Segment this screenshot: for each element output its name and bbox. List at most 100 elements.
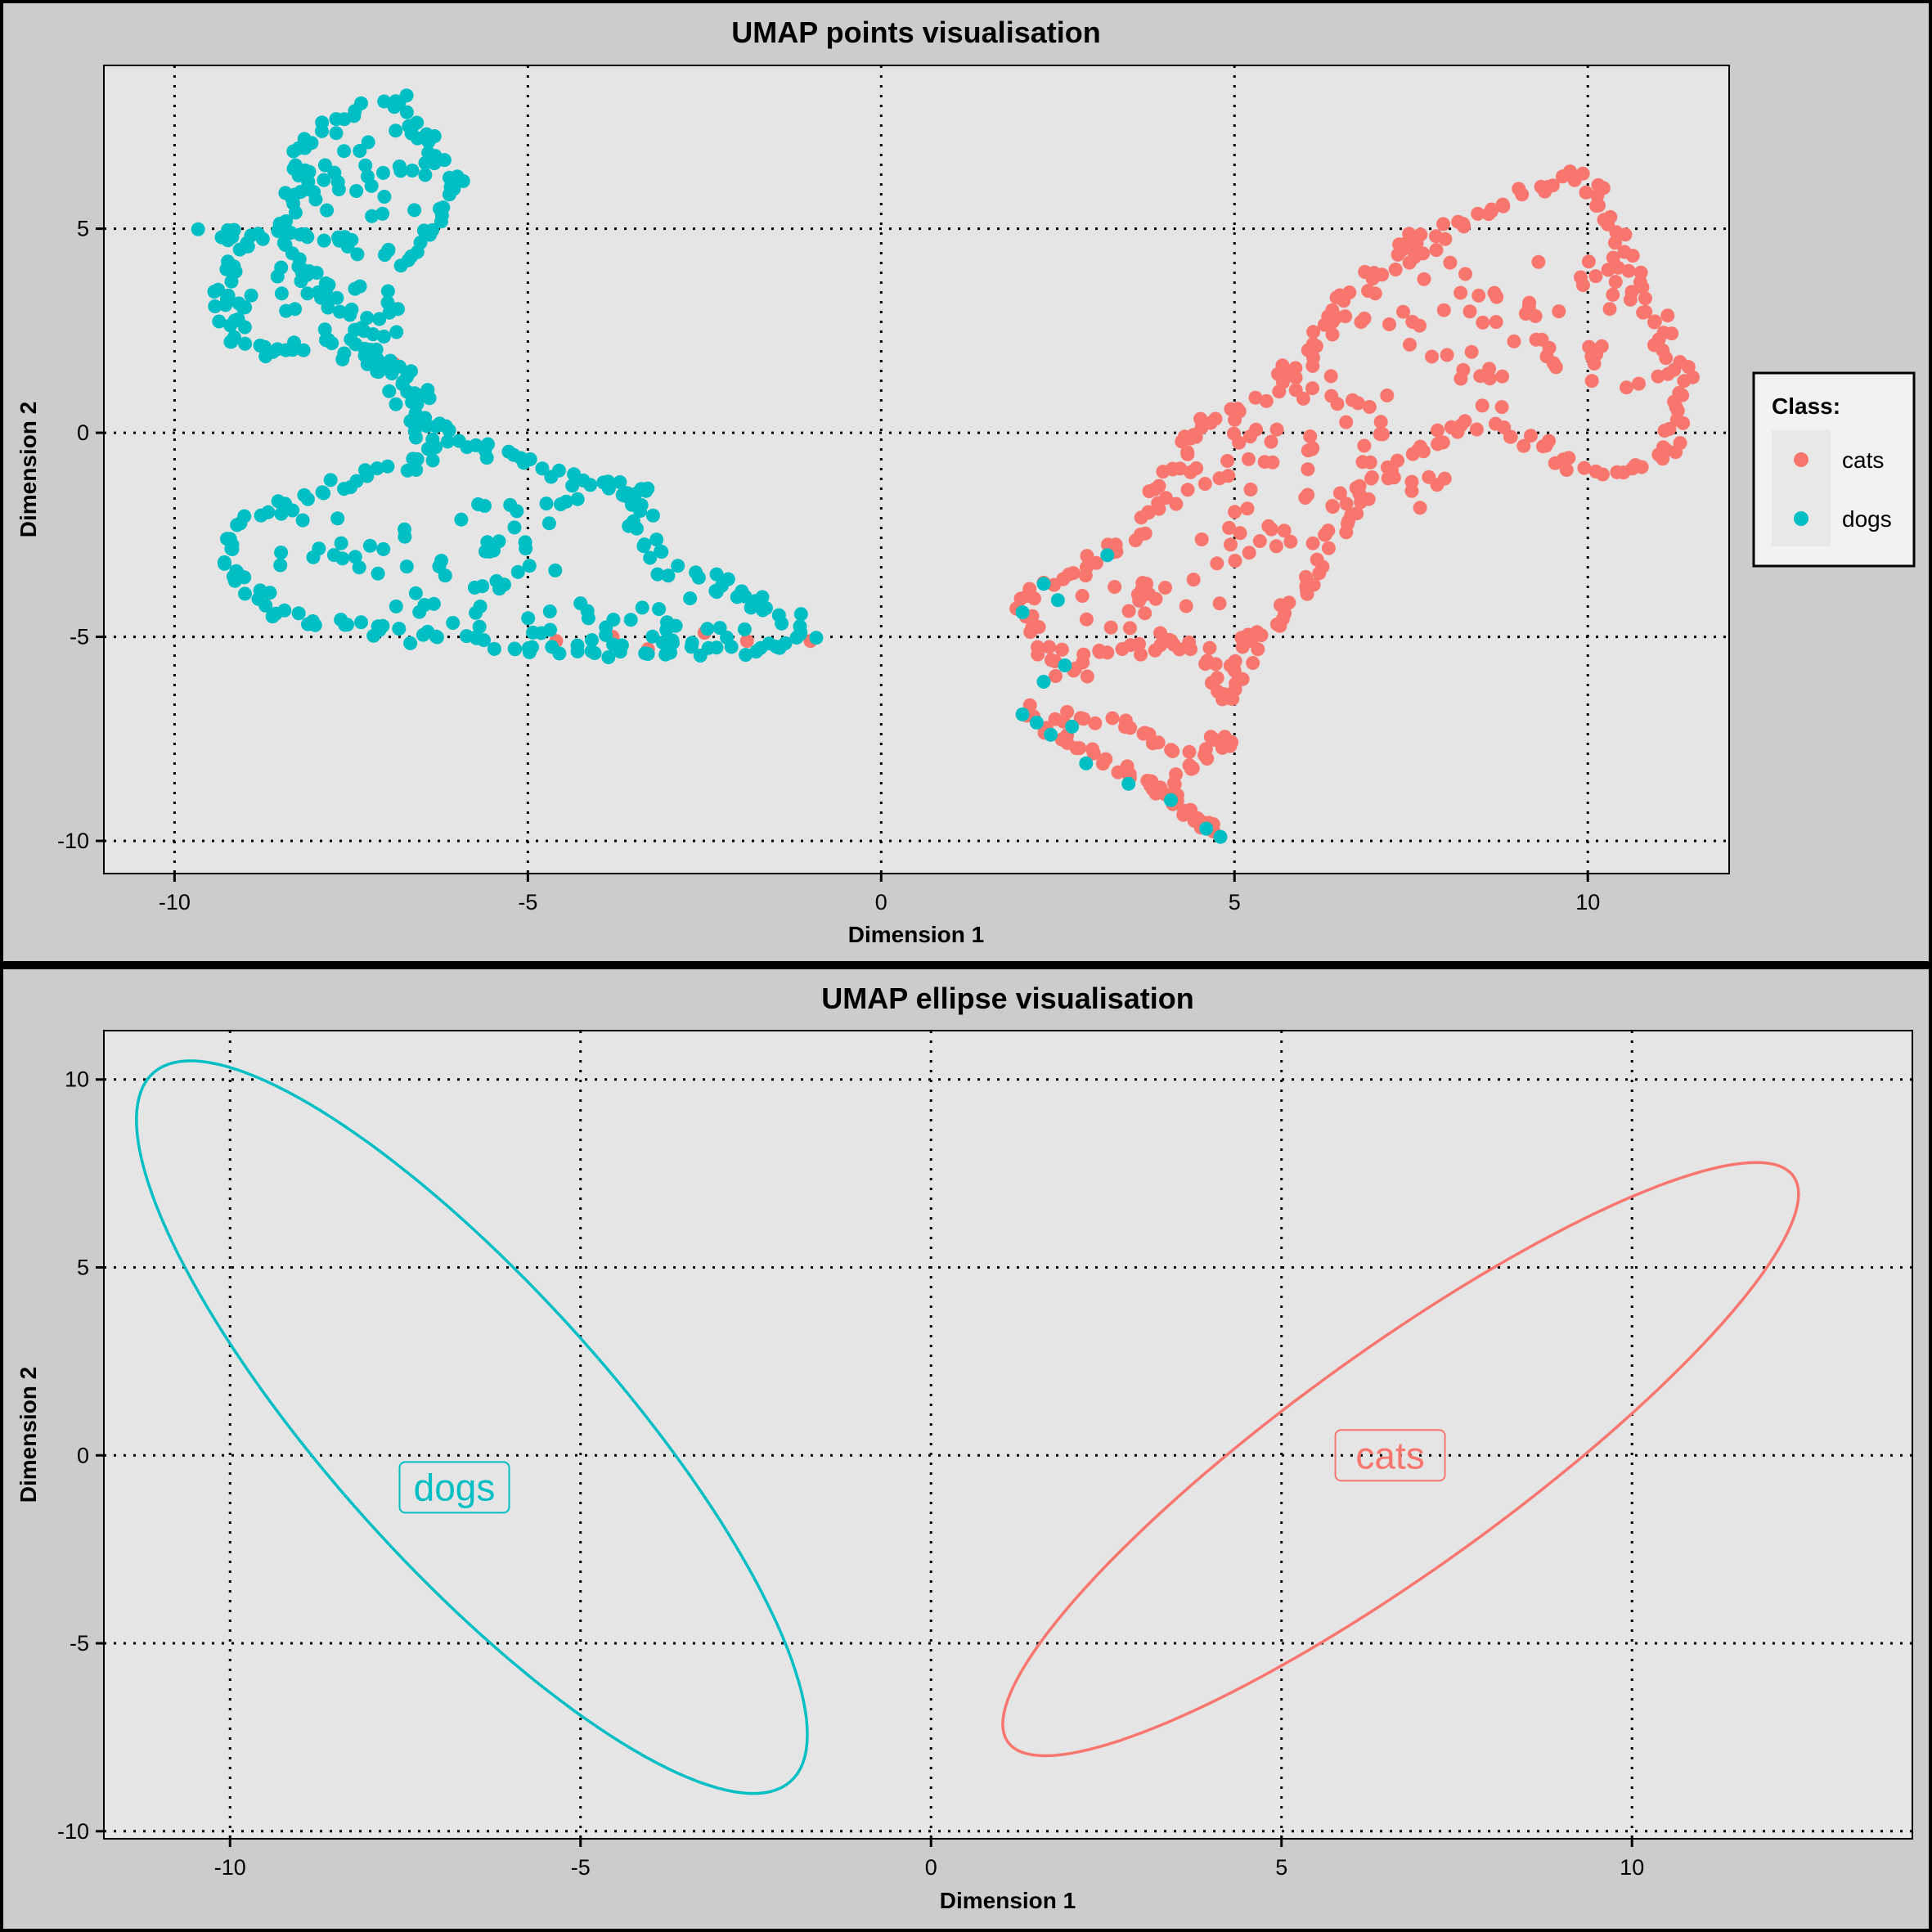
cats-point [1224, 537, 1238, 552]
dogs-point [1015, 605, 1030, 620]
dogs-point [544, 470, 559, 484]
cats-point [1507, 334, 1521, 348]
cats-point [1606, 287, 1620, 302]
cats-point [1138, 526, 1152, 541]
cats-point [1301, 443, 1315, 458]
cats-point [1203, 730, 1218, 744]
cats-ellipse [1001, 1161, 1800, 1758]
dogs-point [548, 563, 563, 577]
cats-point [1301, 462, 1315, 477]
dogs-point [661, 568, 676, 583]
dogs-point [737, 622, 752, 636]
dogs-point [317, 233, 331, 248]
cats-point [1148, 643, 1162, 658]
cats-point [1629, 458, 1642, 473]
cats-point [1179, 806, 1194, 820]
dogs-point [769, 640, 784, 654]
cats-point [1305, 536, 1320, 550]
cats-point [1283, 534, 1298, 549]
cats-point [1431, 437, 1445, 452]
cats-point [1362, 400, 1377, 414]
dogs-point [427, 129, 442, 143]
dogs-point [274, 260, 289, 275]
dogs-point [422, 391, 437, 406]
cats-point [1342, 285, 1357, 299]
cats-point [1252, 534, 1267, 548]
dogs-point [683, 591, 698, 605]
dogs-point [360, 169, 375, 184]
cats-point [1417, 272, 1431, 286]
dogs-point [278, 496, 293, 511]
cats-point [1301, 487, 1315, 502]
dogs-point [214, 230, 229, 245]
dogs-point [442, 187, 456, 202]
chart1-y-tick-label: -10 [57, 829, 89, 853]
dogs-point [809, 631, 824, 645]
cats-point [1208, 411, 1223, 426]
cats-point [1259, 393, 1274, 408]
dogs-point [735, 584, 749, 599]
cats-point [1592, 198, 1606, 213]
cats-point [1443, 255, 1458, 270]
cats-point [1269, 422, 1284, 437]
dogs-point [1065, 719, 1080, 734]
dogs-point [271, 223, 285, 238]
chart1-x-axis-label: Dimension 1 [848, 922, 984, 947]
cats-point [1475, 398, 1489, 413]
legend: Class: cats dogs [1752, 371, 1916, 568]
cats-point [1044, 653, 1058, 667]
cats-point [1273, 618, 1287, 633]
cats-point [1022, 582, 1037, 596]
cats-point [1545, 178, 1560, 193]
cats-point [1464, 344, 1479, 359]
cats-point [1230, 402, 1245, 416]
dogs-point [613, 475, 627, 489]
dogs-point [628, 487, 643, 501]
cats-point [1079, 612, 1094, 627]
dogs-point [599, 627, 613, 642]
dogs-point [330, 290, 344, 305]
cats-point [1393, 244, 1408, 258]
dogs-point [357, 348, 372, 363]
dogs-point [375, 206, 390, 221]
dogs-point [218, 298, 233, 312]
dogs-point [217, 555, 231, 569]
cats-point [1321, 309, 1336, 324]
cats-point [1309, 339, 1323, 353]
chart2-x-tick-label: 0 [925, 1855, 937, 1880]
cats-point [1405, 315, 1420, 329]
cats-point [1552, 304, 1566, 319]
dogs-point [671, 559, 685, 573]
dogs-point [472, 619, 487, 634]
dogs-point [349, 474, 364, 488]
dogs-point [542, 604, 557, 618]
cats-point [1469, 422, 1484, 437]
cats-point [1548, 360, 1563, 375]
cats-point [1212, 596, 1227, 611]
cats-point [1108, 580, 1122, 594]
cats-point [1177, 429, 1192, 444]
dogs-point [294, 274, 308, 289]
dogs-point [287, 335, 301, 350]
cats-point [1625, 249, 1640, 263]
cats-point [1235, 640, 1250, 654]
dogs-point [222, 532, 237, 546]
cats-point [1482, 362, 1497, 376]
dogs-point [370, 461, 384, 476]
cats-point [1233, 526, 1247, 541]
dogs-point [625, 497, 639, 512]
dogs-point [306, 550, 321, 564]
dogs-point [323, 473, 338, 487]
dogs-point [759, 601, 773, 615]
dogs-point [412, 604, 427, 619]
cats-point [1436, 303, 1451, 317]
cats-point [1363, 455, 1377, 470]
legend-label-dogs: dogs [1842, 506, 1892, 532]
dogs-point [570, 492, 585, 506]
cats-point [1275, 358, 1290, 373]
dogs-point [446, 616, 461, 630]
cats-point [1577, 461, 1592, 475]
dogs-point [645, 508, 660, 523]
dogs-point [712, 621, 727, 636]
